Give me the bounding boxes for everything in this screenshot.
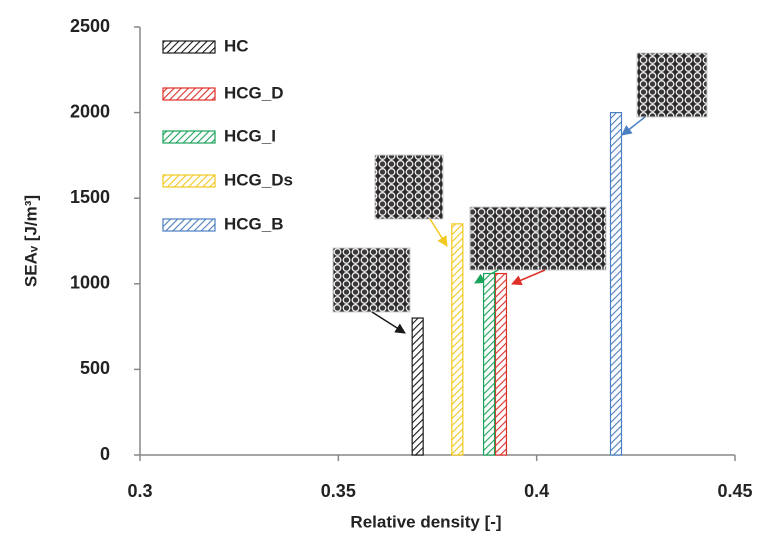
y-tick-label: 1000 <box>70 273 110 293</box>
inset-hcg-i <box>469 206 539 284</box>
legend-swatch <box>162 174 216 188</box>
y-tick-label: 500 <box>80 358 110 378</box>
legend-swatch <box>162 218 216 232</box>
x-tick-label: 0.4 <box>524 481 549 501</box>
y-tick-label: 1500 <box>70 187 110 207</box>
x-tick-label: 0.35 <box>321 481 356 501</box>
y-tick-label: 0 <box>100 444 110 464</box>
insets <box>332 52 708 334</box>
x-tick-label: 0.45 <box>717 481 752 501</box>
inset-hcg-d <box>511 206 607 286</box>
x-axis-label: Relative density [-] <box>350 512 501 531</box>
legend-swatch <box>162 40 216 54</box>
legend-label: HCG_I <box>224 126 276 145</box>
y-tick-label: 2000 <box>70 101 110 121</box>
inset-hc <box>332 247 411 334</box>
legend-swatch <box>162 130 216 144</box>
y-tick-label: 2500 <box>70 16 110 36</box>
bar <box>494 272 508 456</box>
bar <box>609 111 623 456</box>
legend-label: HCG_B <box>224 214 284 233</box>
inset-hcg-ds <box>374 154 448 247</box>
legend-label: HCG_Ds <box>224 170 293 189</box>
y-axis-label: SEAᵥ [J/m³] <box>21 195 40 287</box>
legend-label: HCG_D <box>224 83 284 102</box>
inset-hcg-b <box>621 52 708 136</box>
legend-label: HC <box>224 36 249 55</box>
bar <box>411 317 424 456</box>
x-tick-label: 0.3 <box>127 481 152 501</box>
bar <box>451 223 464 456</box>
bar <box>482 272 496 456</box>
legend-swatch <box>162 87 216 101</box>
